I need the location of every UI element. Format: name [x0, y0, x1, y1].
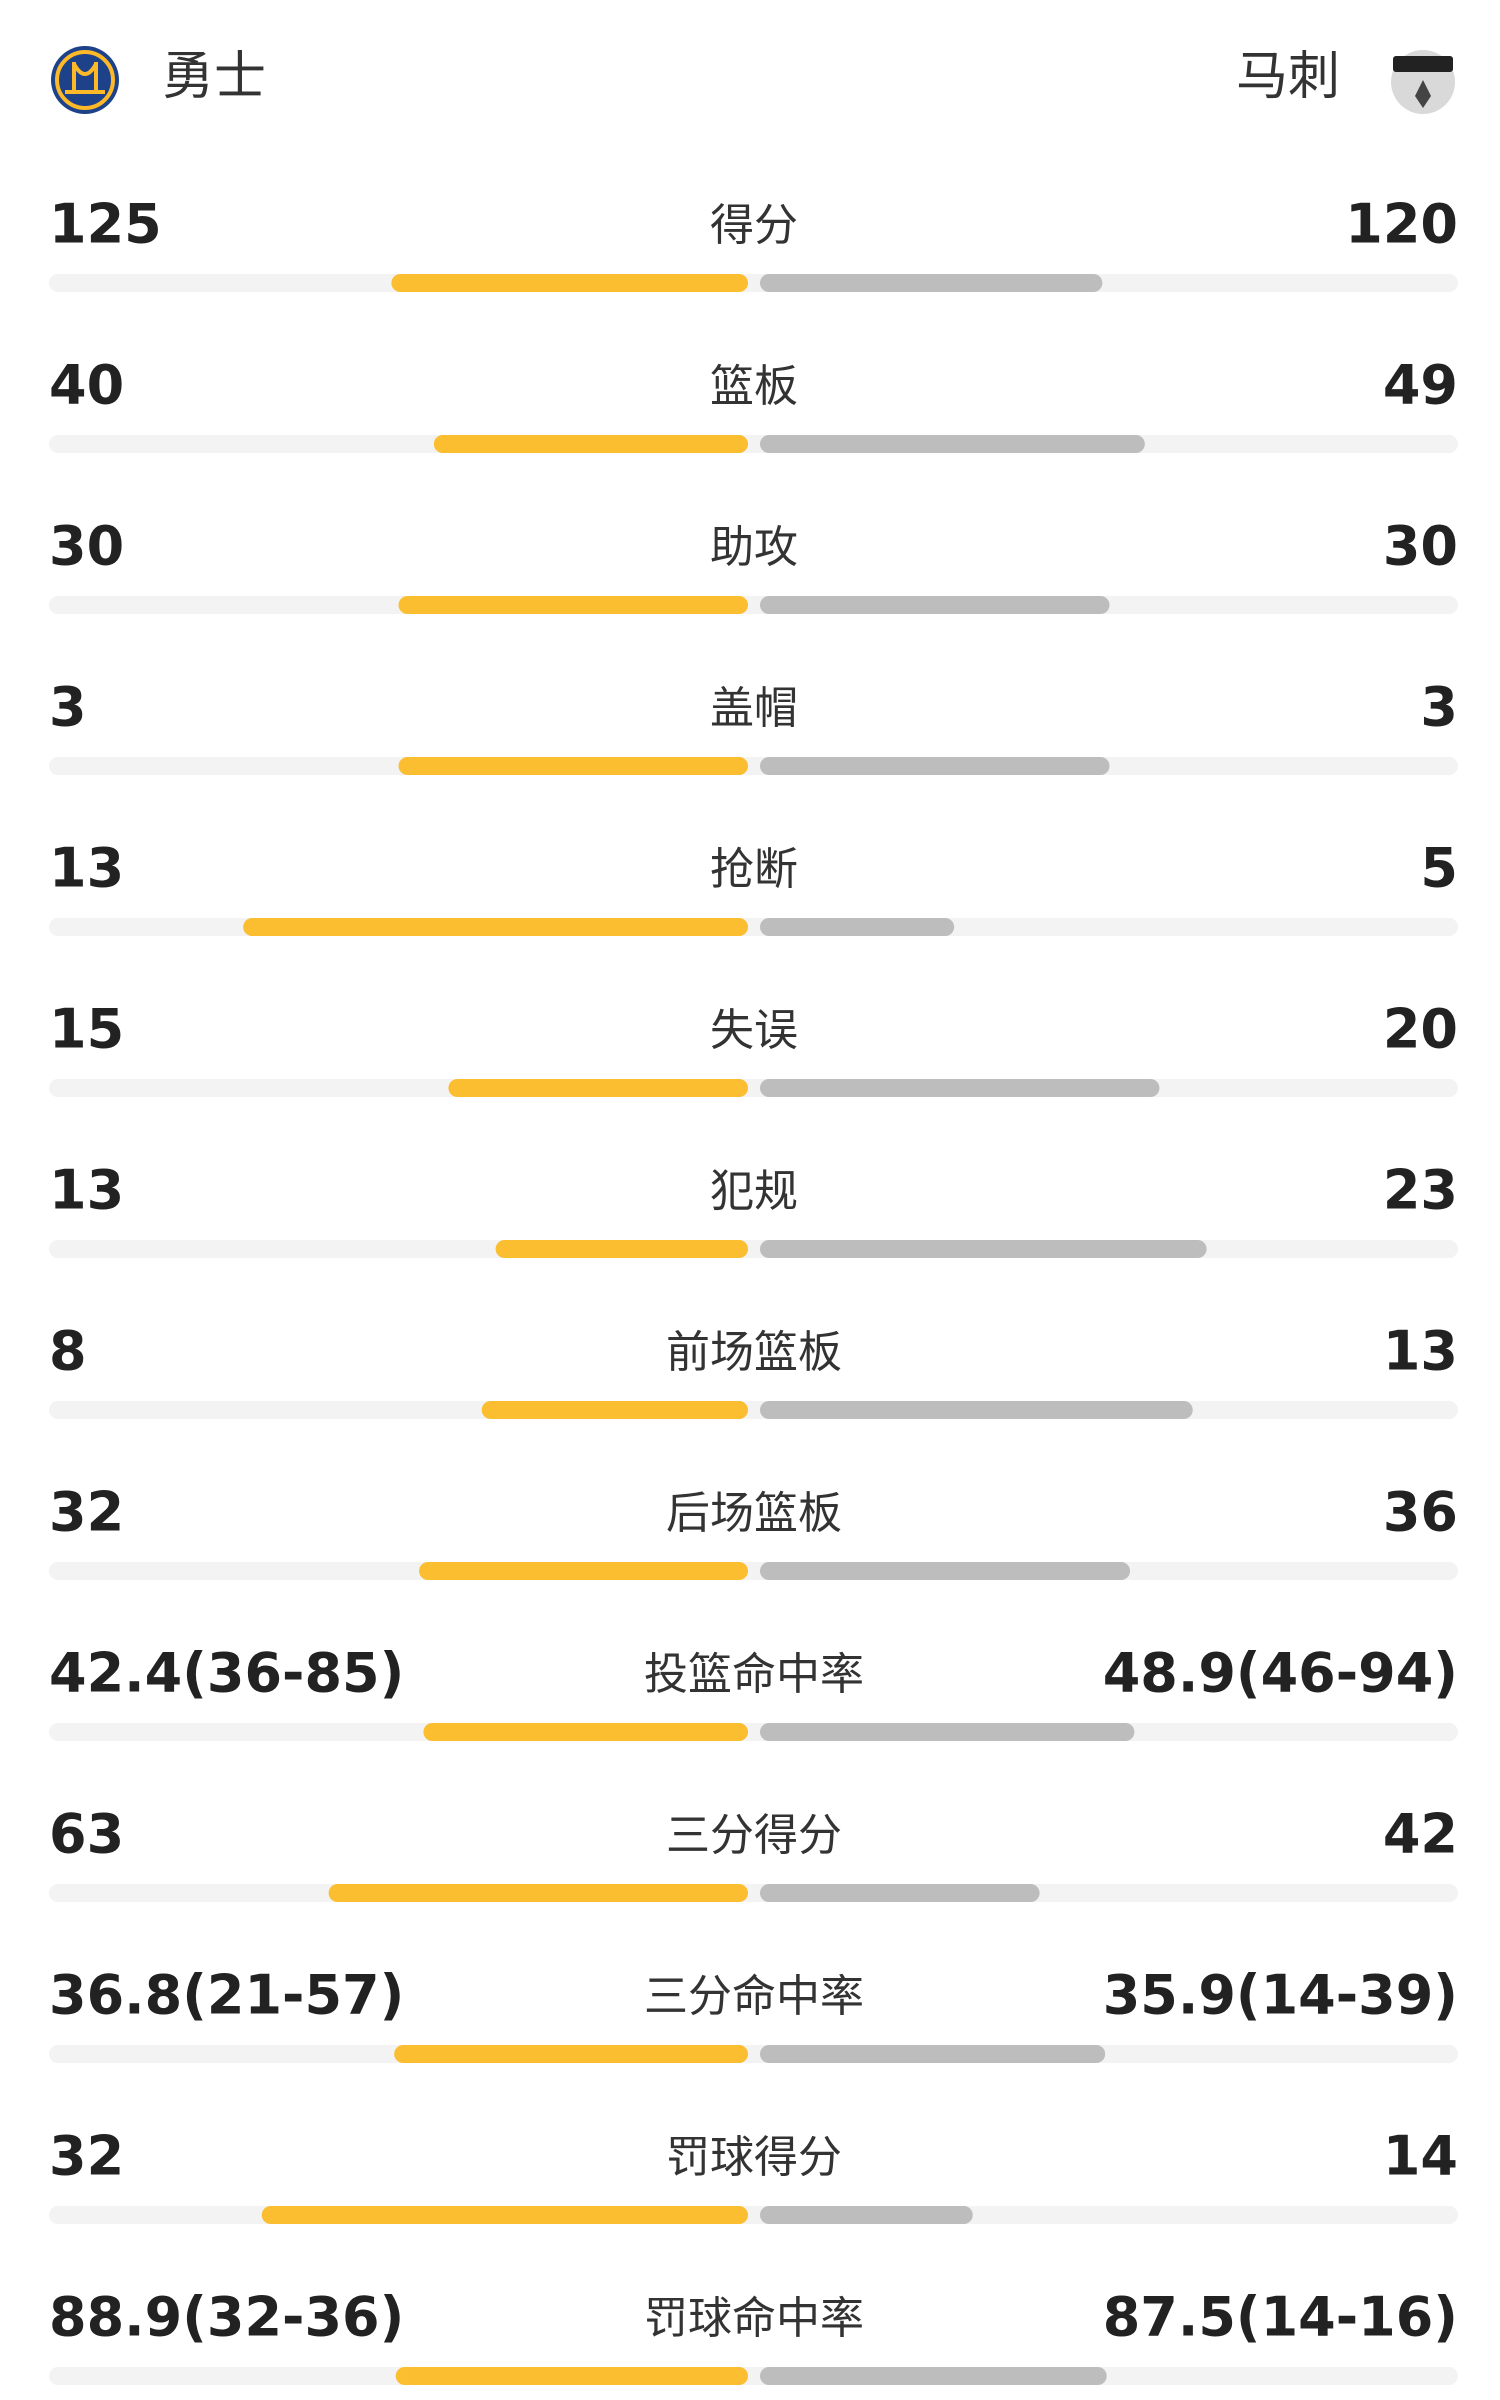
away-bar: [760, 757, 1110, 775]
stat-label: 罚球得分: [666, 2132, 842, 2183]
bar-track: [49, 274, 1458, 292]
bar-track: [49, 1401, 1458, 1419]
away-value: 49: [1383, 354, 1458, 417]
away-value: 36: [1383, 1481, 1458, 1544]
home-value: 13: [49, 837, 124, 900]
home-value: 8: [49, 1320, 87, 1383]
stat-label: 篮板: [710, 361, 798, 412]
home-bar: [419, 1562, 748, 1580]
home-value: 32: [49, 1481, 124, 1544]
stat-label: 犯规: [710, 1166, 798, 1217]
home-value: 88.9(32-36): [49, 2286, 404, 2349]
away-value: 3: [1420, 676, 1458, 739]
home-value: 15: [49, 998, 124, 1061]
away-bar: [760, 1562, 1131, 1580]
away-bar: [760, 435, 1145, 453]
away-value: 20: [1383, 998, 1458, 1061]
away-value: 30: [1383, 515, 1458, 578]
home-logo: [51, 46, 119, 114]
away-bar: [760, 1401, 1193, 1419]
away-value: 87.5(14-16): [1103, 2286, 1458, 2349]
stat-label: 得分: [710, 200, 798, 251]
away-value: 13: [1383, 1320, 1458, 1383]
stat-label: 三分命中率: [644, 1971, 864, 2022]
stat-label: 助攻: [710, 522, 798, 573]
stat-label: 抢断: [710, 844, 798, 895]
bar-track: [49, 596, 1458, 614]
home-bar: [398, 596, 748, 614]
away-value: 14: [1383, 2125, 1458, 2188]
home-value: 3: [49, 676, 87, 739]
away-bar: [760, 2367, 1107, 2385]
home-value: 63: [49, 1803, 124, 1866]
stat-label: 前场篮板: [666, 1327, 842, 1378]
away-bar: [760, 1240, 1207, 1258]
home-bar: [433, 435, 748, 453]
bar-track: [49, 2206, 1458, 2224]
home-bar: [495, 1240, 748, 1258]
stat-label: 罚球命中率: [644, 2293, 864, 2344]
away-bar: [760, 596, 1110, 614]
home-bar: [261, 2206, 748, 2224]
home-value: 30: [49, 515, 124, 578]
bar-track: [49, 1884, 1458, 1902]
home-value: 40: [49, 354, 124, 417]
stat-label: 三分得分: [666, 1810, 842, 1861]
away-value: 48.9(46-94): [1103, 1642, 1458, 1705]
bar-track: [49, 1240, 1458, 1258]
stat-label: 失误: [710, 1005, 798, 1056]
home-bar: [448, 1079, 748, 1097]
home-bar: [481, 1401, 748, 1419]
bar-track: [49, 757, 1458, 775]
bar-track: [49, 2367, 1458, 2385]
home-value: 42.4(36-85): [49, 1642, 404, 1705]
away-bar: [760, 2045, 1106, 2063]
home-bar: [391, 274, 748, 292]
bar-track: [49, 435, 1458, 453]
home-bar: [423, 1723, 748, 1741]
away-bar: [760, 2206, 973, 2224]
away-bar: [760, 1723, 1135, 1741]
stat-label: 后场篮板: [666, 1488, 842, 1539]
home-bar: [328, 1884, 748, 1902]
home-team: 勇士: [162, 47, 266, 107]
away-value: 42: [1383, 1803, 1458, 1866]
home-bar: [394, 2045, 748, 2063]
home-bar: [398, 757, 748, 775]
bar-track: [49, 2045, 1458, 2063]
home-bar: [395, 2367, 748, 2385]
away-bar: [760, 918, 955, 936]
home-value: 13: [49, 1159, 124, 1222]
bar-track: [49, 1079, 1458, 1097]
away-logo: [1391, 50, 1455, 114]
away-bar: [760, 274, 1103, 292]
away-value: 120: [1345, 193, 1458, 256]
home-value: 32: [49, 2125, 124, 2188]
away-value: 5: [1420, 837, 1458, 900]
away-bar: [760, 1079, 1160, 1097]
stat-label: 投篮命中率: [644, 1649, 864, 1700]
bar-track: [49, 1723, 1458, 1741]
bar-track: [49, 1562, 1458, 1580]
home-bar: [243, 918, 748, 936]
away-value: 23: [1383, 1159, 1458, 1222]
stat-label: 盖帽: [710, 683, 798, 734]
away-value: 35.9(14-39): [1103, 1964, 1458, 2027]
home-value: 125: [49, 193, 162, 256]
home-value: 36.8(21-57): [49, 1964, 404, 2027]
away-team: 马刺: [1236, 47, 1340, 107]
away-bar: [760, 1884, 1040, 1902]
